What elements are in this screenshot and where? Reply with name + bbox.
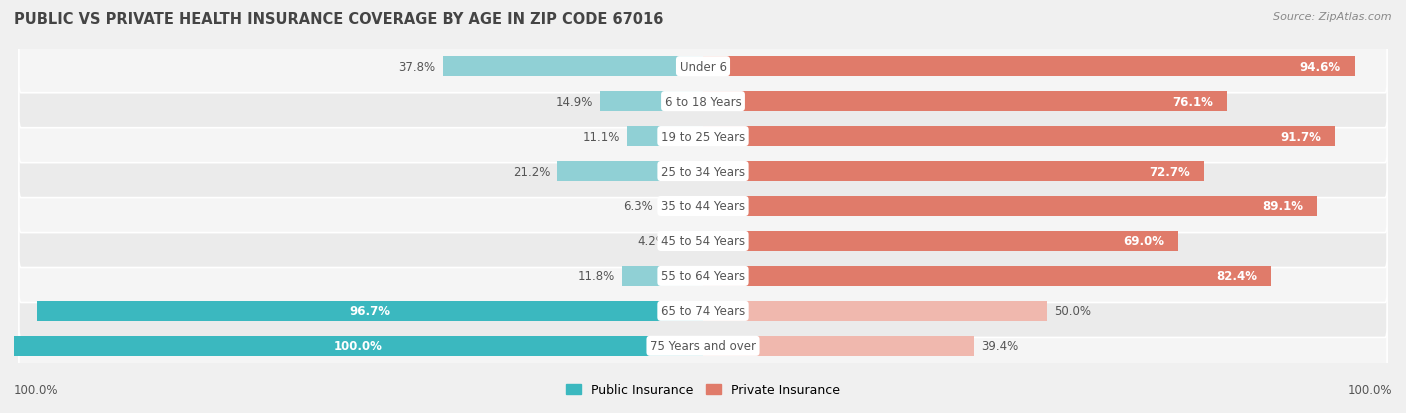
Text: PUBLIC VS PRIVATE HEALTH INSURANCE COVERAGE BY AGE IN ZIP CODE 67016: PUBLIC VS PRIVATE HEALTH INSURANCE COVER… — [14, 12, 664, 27]
Text: 76.1%: 76.1% — [1173, 95, 1213, 108]
Bar — [37, 301, 703, 321]
Bar — [627, 127, 703, 147]
Text: 50.0%: 50.0% — [1054, 305, 1091, 318]
FancyBboxPatch shape — [18, 250, 1388, 303]
Text: 91.7%: 91.7% — [1279, 130, 1322, 143]
Text: 35 to 44 Years: 35 to 44 Years — [661, 200, 745, 213]
Text: 96.7%: 96.7% — [350, 305, 391, 318]
Text: 25 to 34 Years: 25 to 34 Years — [661, 165, 745, 178]
FancyBboxPatch shape — [18, 180, 1388, 233]
Text: 39.4%: 39.4% — [981, 339, 1018, 352]
Text: 4.2%: 4.2% — [637, 235, 668, 248]
Text: 21.2%: 21.2% — [513, 165, 550, 178]
Bar — [621, 266, 703, 286]
Text: 45 to 54 Years: 45 to 54 Years — [661, 235, 745, 248]
FancyBboxPatch shape — [18, 75, 1388, 128]
Text: 19 to 25 Years: 19 to 25 Years — [661, 130, 745, 143]
Bar — [14, 336, 703, 356]
Text: 14.9%: 14.9% — [557, 95, 593, 108]
Text: 11.8%: 11.8% — [578, 270, 614, 283]
FancyBboxPatch shape — [18, 285, 1388, 338]
Bar — [600, 92, 703, 112]
FancyBboxPatch shape — [18, 145, 1388, 198]
Bar — [659, 197, 703, 216]
Text: 37.8%: 37.8% — [398, 61, 436, 74]
Bar — [703, 197, 1317, 216]
Text: 6.3%: 6.3% — [623, 200, 652, 213]
Bar — [703, 161, 1204, 182]
Text: 75 Years and over: 75 Years and over — [650, 339, 756, 352]
Bar — [443, 57, 703, 77]
Text: Under 6: Under 6 — [679, 61, 727, 74]
Text: 100.0%: 100.0% — [1347, 384, 1392, 396]
FancyBboxPatch shape — [18, 110, 1388, 163]
Bar — [703, 301, 1047, 321]
Text: 11.1%: 11.1% — [582, 130, 620, 143]
Text: 100.0%: 100.0% — [335, 339, 382, 352]
Text: 65 to 74 Years: 65 to 74 Years — [661, 305, 745, 318]
FancyBboxPatch shape — [18, 40, 1388, 93]
Bar — [703, 57, 1355, 77]
Bar — [703, 266, 1271, 286]
FancyBboxPatch shape — [18, 320, 1388, 373]
Text: 6 to 18 Years: 6 to 18 Years — [665, 95, 741, 108]
FancyBboxPatch shape — [18, 215, 1388, 268]
Bar — [557, 161, 703, 182]
Text: 72.7%: 72.7% — [1149, 165, 1189, 178]
Bar — [673, 231, 703, 252]
Text: 94.6%: 94.6% — [1299, 61, 1341, 74]
Text: Source: ZipAtlas.com: Source: ZipAtlas.com — [1274, 12, 1392, 22]
Text: 55 to 64 Years: 55 to 64 Years — [661, 270, 745, 283]
Bar — [703, 127, 1334, 147]
Bar — [703, 336, 974, 356]
Bar — [703, 231, 1178, 252]
Legend: Public Insurance, Private Insurance: Public Insurance, Private Insurance — [561, 378, 845, 401]
Bar — [703, 92, 1227, 112]
Text: 82.4%: 82.4% — [1216, 270, 1257, 283]
Text: 89.1%: 89.1% — [1263, 200, 1303, 213]
Text: 100.0%: 100.0% — [14, 384, 59, 396]
Text: 69.0%: 69.0% — [1123, 235, 1164, 248]
